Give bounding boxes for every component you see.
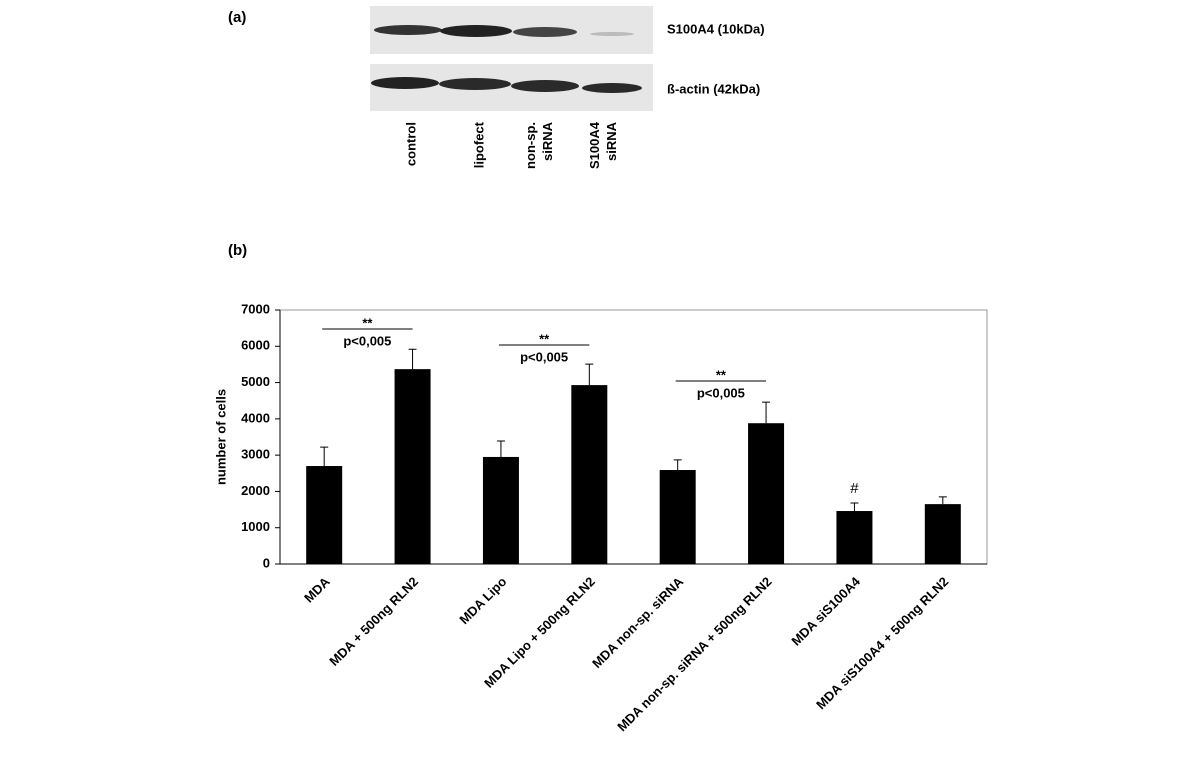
y-axis-label: number of cells [213,389,228,485]
error-bar [585,363,594,386]
bar [924,504,961,564]
bar [748,423,785,564]
y-tick-label: 5000 [241,374,270,389]
bar [482,456,519,564]
blot-band [371,77,439,89]
y-tick-label: 6000 [241,338,270,353]
panel-label: (b) [228,242,247,259]
marker: # [850,480,859,497]
error-bar [408,348,417,370]
significance: ** [716,367,727,382]
blot [370,6,653,111]
lane-label: siRNA [604,121,619,161]
p-value: p<0,005 [697,385,745,400]
blot-band [374,25,442,35]
y-tick-label: 3000 [241,447,270,462]
error-bar [762,401,771,424]
blot-band [582,83,642,93]
band-label: S100A4 (10kDa) [667,21,765,36]
lane-label: siRNA [540,121,555,161]
error-bar [320,446,329,467]
y-tick-label: 1000 [241,519,270,534]
y-tick-label: 7000 [241,301,270,316]
error-bar [850,502,859,512]
y-tick-label: 2000 [241,483,270,498]
significance: ** [362,315,373,330]
x-tick-label: MDA [301,574,333,606]
error-bar [673,459,682,471]
lane-label: control [403,122,418,166]
y-tick-label: 4000 [241,410,270,425]
y-tick-label: 0 [263,555,270,570]
blot-band [513,27,577,37]
p-value: p<0,005 [343,333,391,348]
error-bar [938,496,947,505]
significance: ** [539,331,550,346]
panel-label: (a) [228,9,246,26]
x-tick-label: MDA siS100A4 [788,573,863,648]
bar [306,466,343,564]
bar [836,511,873,564]
x-tick-label: MDA non-sp. siRNA [589,574,687,672]
bar [659,470,696,564]
blot-band [511,80,579,92]
blot-band [590,32,634,36]
error-bar [496,440,505,457]
blot-band [440,25,512,37]
blot-band [439,78,511,90]
x-tick-label: MDA Lipo [456,574,509,627]
bar [571,385,608,564]
p-value: p<0,005 [520,349,568,364]
lane-label: non-sp. [523,122,538,169]
x-tick-label: MDA + 500ng RLN2 [326,574,421,669]
lane-label: lipofect [471,121,486,168]
x-tick-label: MDA non-sp. siRNA + 500ng RLN2 [614,574,774,734]
bar [394,369,431,564]
lane-label: S100A4 [587,121,602,169]
band-label: ß-actin (42kDa) [667,81,760,96]
